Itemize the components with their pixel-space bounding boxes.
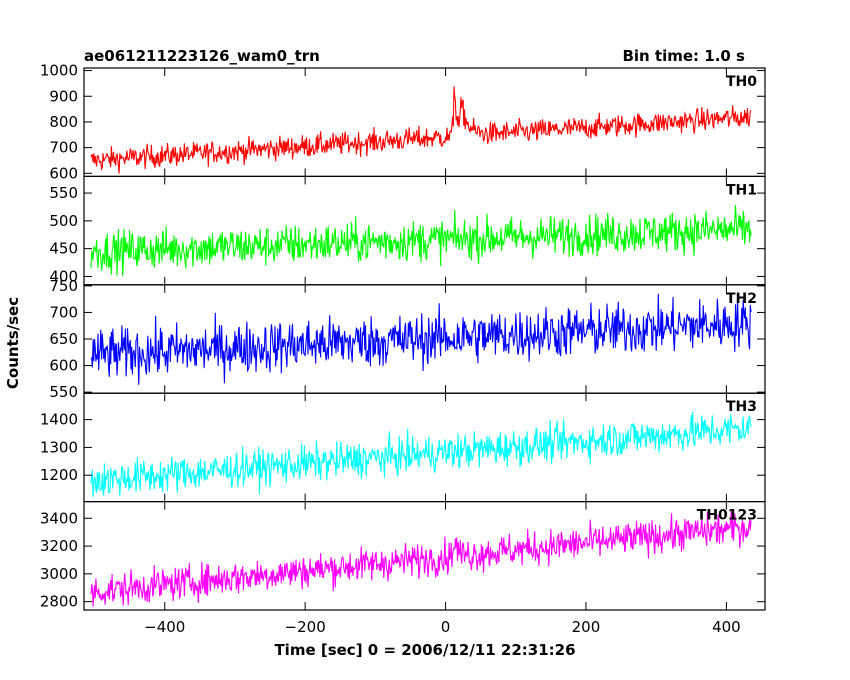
- x-tick-label: 200: [572, 618, 601, 636]
- y-tick-label: 650: [49, 330, 78, 348]
- x-tick-label: 400: [712, 618, 741, 636]
- y-tick-label: 1400: [40, 411, 78, 429]
- panel-label-th0: TH0: [726, 74, 757, 90]
- panel-th3: 1200 1300 1400 TH3: [40, 392, 766, 503]
- panel-label-th0123: TH0123: [697, 508, 757, 524]
- y-tick-label: 700: [49, 303, 78, 321]
- x-tick-label: 0: [441, 618, 451, 636]
- y-tick-label: 900: [49, 87, 78, 105]
- y-tick-label: 400: [49, 267, 78, 285]
- y-tick-label: 3400: [40, 509, 78, 527]
- y-tick-label: 500: [49, 212, 78, 230]
- y-tick-label: 2800: [40, 593, 78, 611]
- y-tick-label: 450: [49, 240, 78, 258]
- x-axis: −400 −200 0 200 400: [144, 618, 741, 636]
- y-tick-label: 1000: [40, 62, 78, 80]
- y-tick-label: 700: [49, 139, 78, 157]
- y-tick-label: 550: [49, 383, 78, 401]
- bin-time-label: Bin time: 1.0 s: [622, 47, 745, 65]
- x-tick-label: −400: [144, 618, 185, 636]
- x-tick-label: −200: [285, 618, 326, 636]
- panel-label-th1: TH1: [726, 182, 757, 198]
- y-tick-label: 3200: [40, 537, 78, 555]
- series-line-th1: [90, 204, 752, 276]
- y-tick-label: 600: [49, 357, 78, 375]
- y-axis-label: Counts/sec: [4, 297, 22, 389]
- series-line-th3: [90, 411, 752, 497]
- panel-th2: 550 600 650 700 750 TH2: [49, 277, 766, 401]
- y-tick-label: 3000: [40, 565, 78, 583]
- y-tick-label: 750: [49, 277, 78, 295]
- y-tick-label: 600: [49, 164, 78, 182]
- series-line-th2: [90, 293, 752, 385]
- y-tick-label: 800: [49, 113, 78, 131]
- x-axis-label: Time [sec] 0 = 2006/12/11 22:31:26: [274, 641, 575, 659]
- y-tick-label: 1200: [40, 466, 78, 484]
- panel-frame: [83, 392, 766, 503]
- panels-group: 600 700 800 900 1000 TH0 400 450 500 550 TH1 550 600…: [40, 62, 766, 611]
- panel-label-th3: TH3: [726, 399, 757, 415]
- series-line-th0123: [90, 510, 752, 607]
- panel-th1: 400 450 500 550 TH1: [49, 175, 766, 285]
- panel-label-th2: TH2: [726, 291, 757, 307]
- y-tick-label: 550: [49, 184, 78, 202]
- panel-th0123: 2800 3000 3200 3400 TH0123: [40, 501, 766, 611]
- y-tick-label: 1300: [40, 438, 78, 456]
- panel-th0: 600 700 800 900 1000 TH0: [40, 62, 766, 182]
- series-line-th0: [90, 86, 752, 174]
- panel-frame: [83, 501, 766, 611]
- chart-title: ae061211223126_wam0_trn: [84, 47, 320, 65]
